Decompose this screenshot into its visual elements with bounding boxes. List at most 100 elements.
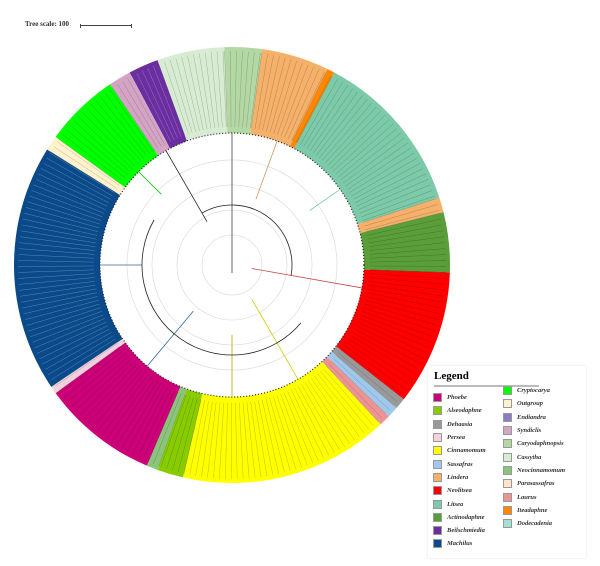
legend-label: Endiandra [517, 413, 546, 421]
leaf-label [330, 115, 386, 169]
leaf-label [363, 198, 436, 223]
leaf-label [325, 365, 379, 422]
leaf-label [92, 369, 143, 428]
leaf-label [20, 284, 96, 297]
legend-label: Phoebe [447, 394, 467, 402]
legend-item: Cassytha [503, 450, 573, 463]
leaf-label [250, 52, 261, 129]
legend-label: Lindera [447, 473, 469, 481]
clade-sector-laurus [322, 356, 389, 425]
leaf-label [22, 292, 97, 309]
leaf-label [27, 201, 101, 225]
leaf-label [199, 53, 212, 129]
legend-item: Lindera [433, 471, 503, 484]
leaf-label [242, 51, 249, 128]
leaf-label [195, 400, 209, 476]
legend-item: Sassafras [433, 457, 503, 470]
leaf-label [340, 133, 401, 181]
legend-label: Outgroup [517, 400, 544, 408]
branch [201, 204, 293, 276]
branch [309, 188, 341, 211]
leaf-label [24, 212, 99, 232]
legend: Legend Phoebe Alseodaphne Dehaasia Persea Ci… [428, 366, 586, 558]
leaf-label [79, 361, 134, 416]
clade-sector-cassytha [157, 47, 228, 141]
leaf-label [304, 382, 345, 448]
leaf-label [369, 277, 446, 285]
leaf-label [166, 396, 191, 469]
clade-sector-lindera [357, 197, 444, 234]
leaf-label [269, 59, 292, 133]
leaf-label [56, 141, 120, 186]
leaf-label [246, 402, 256, 478]
legend-label: Persea [447, 434, 466, 442]
leaf-label [63, 350, 124, 398]
branch [138, 171, 162, 195]
leaf-label [73, 120, 131, 173]
leaf-label [54, 341, 118, 385]
legend-label: Iteadaphne [517, 506, 548, 514]
leaf-label [183, 399, 202, 474]
leaf-label [152, 393, 182, 465]
leaf-label [90, 103, 142, 162]
leaf-label [225, 402, 228, 479]
leaf-label [121, 383, 162, 449]
leaf-label [127, 78, 165, 145]
leaf-label [234, 51, 237, 128]
tree-scale-bar [80, 24, 132, 28]
leaf-label [291, 71, 325, 141]
leaf-label [258, 55, 274, 130]
leaf-label [277, 62, 303, 135]
leaf-label [126, 385, 165, 452]
leaf-label [142, 70, 175, 140]
leaf-label [34, 318, 105, 349]
leaf-label [367, 288, 443, 303]
leaf-label [224, 51, 228, 128]
leaf-label [20, 230, 96, 244]
leaf-label [235, 402, 238, 479]
clade-sector-dehaasia [331, 346, 404, 409]
leaf-label [310, 377, 355, 441]
leaf-label [266, 57, 286, 132]
leaf-label [365, 300, 439, 320]
leaf-label [258, 400, 274, 476]
leaf-label [345, 142, 408, 187]
leaf-label [355, 168, 424, 204]
clade-sector-litsea [293, 72, 440, 225]
leaf-label [364, 303, 438, 326]
leaf-label [369, 242, 445, 251]
leaf-label [364, 204, 438, 227]
legend-label: Laurus [517, 493, 537, 501]
legend-label: Parasassafras [517, 480, 555, 488]
leaf-label [116, 381, 158, 446]
leaf-label [106, 376, 152, 439]
leaf-label [357, 321, 427, 354]
leaf-label [40, 168, 109, 204]
leaf-label [147, 68, 178, 139]
legend-label: Dodecadenia [517, 520, 553, 528]
legend-label: Neolitsea [447, 487, 472, 495]
leaf-label [362, 195, 435, 221]
leaf-label [366, 218, 442, 236]
leaf-label [321, 102, 373, 161]
leaf-label [100, 96, 148, 157]
legend-swatch [503, 399, 512, 409]
leaf-label [312, 91, 358, 154]
leaf-label [112, 87, 156, 151]
leaf-label [299, 78, 338, 146]
leaf-label [53, 146, 118, 189]
leaf-label [250, 53, 263, 129]
leaf-label [26, 303, 100, 326]
leaf-label [204, 52, 215, 129]
legend-swatch [503, 439, 512, 449]
leaf-label [164, 61, 189, 135]
legend-item: Caryodaphnopsis [503, 437, 573, 450]
leaf-label [216, 51, 223, 128]
leaf-label [348, 338, 413, 380]
leaf-label [21, 224, 97, 240]
leaf-label [136, 73, 171, 142]
leaf-label [67, 353, 127, 403]
legend-label: Dehaasia [447, 420, 473, 428]
leaf-label [38, 173, 108, 207]
